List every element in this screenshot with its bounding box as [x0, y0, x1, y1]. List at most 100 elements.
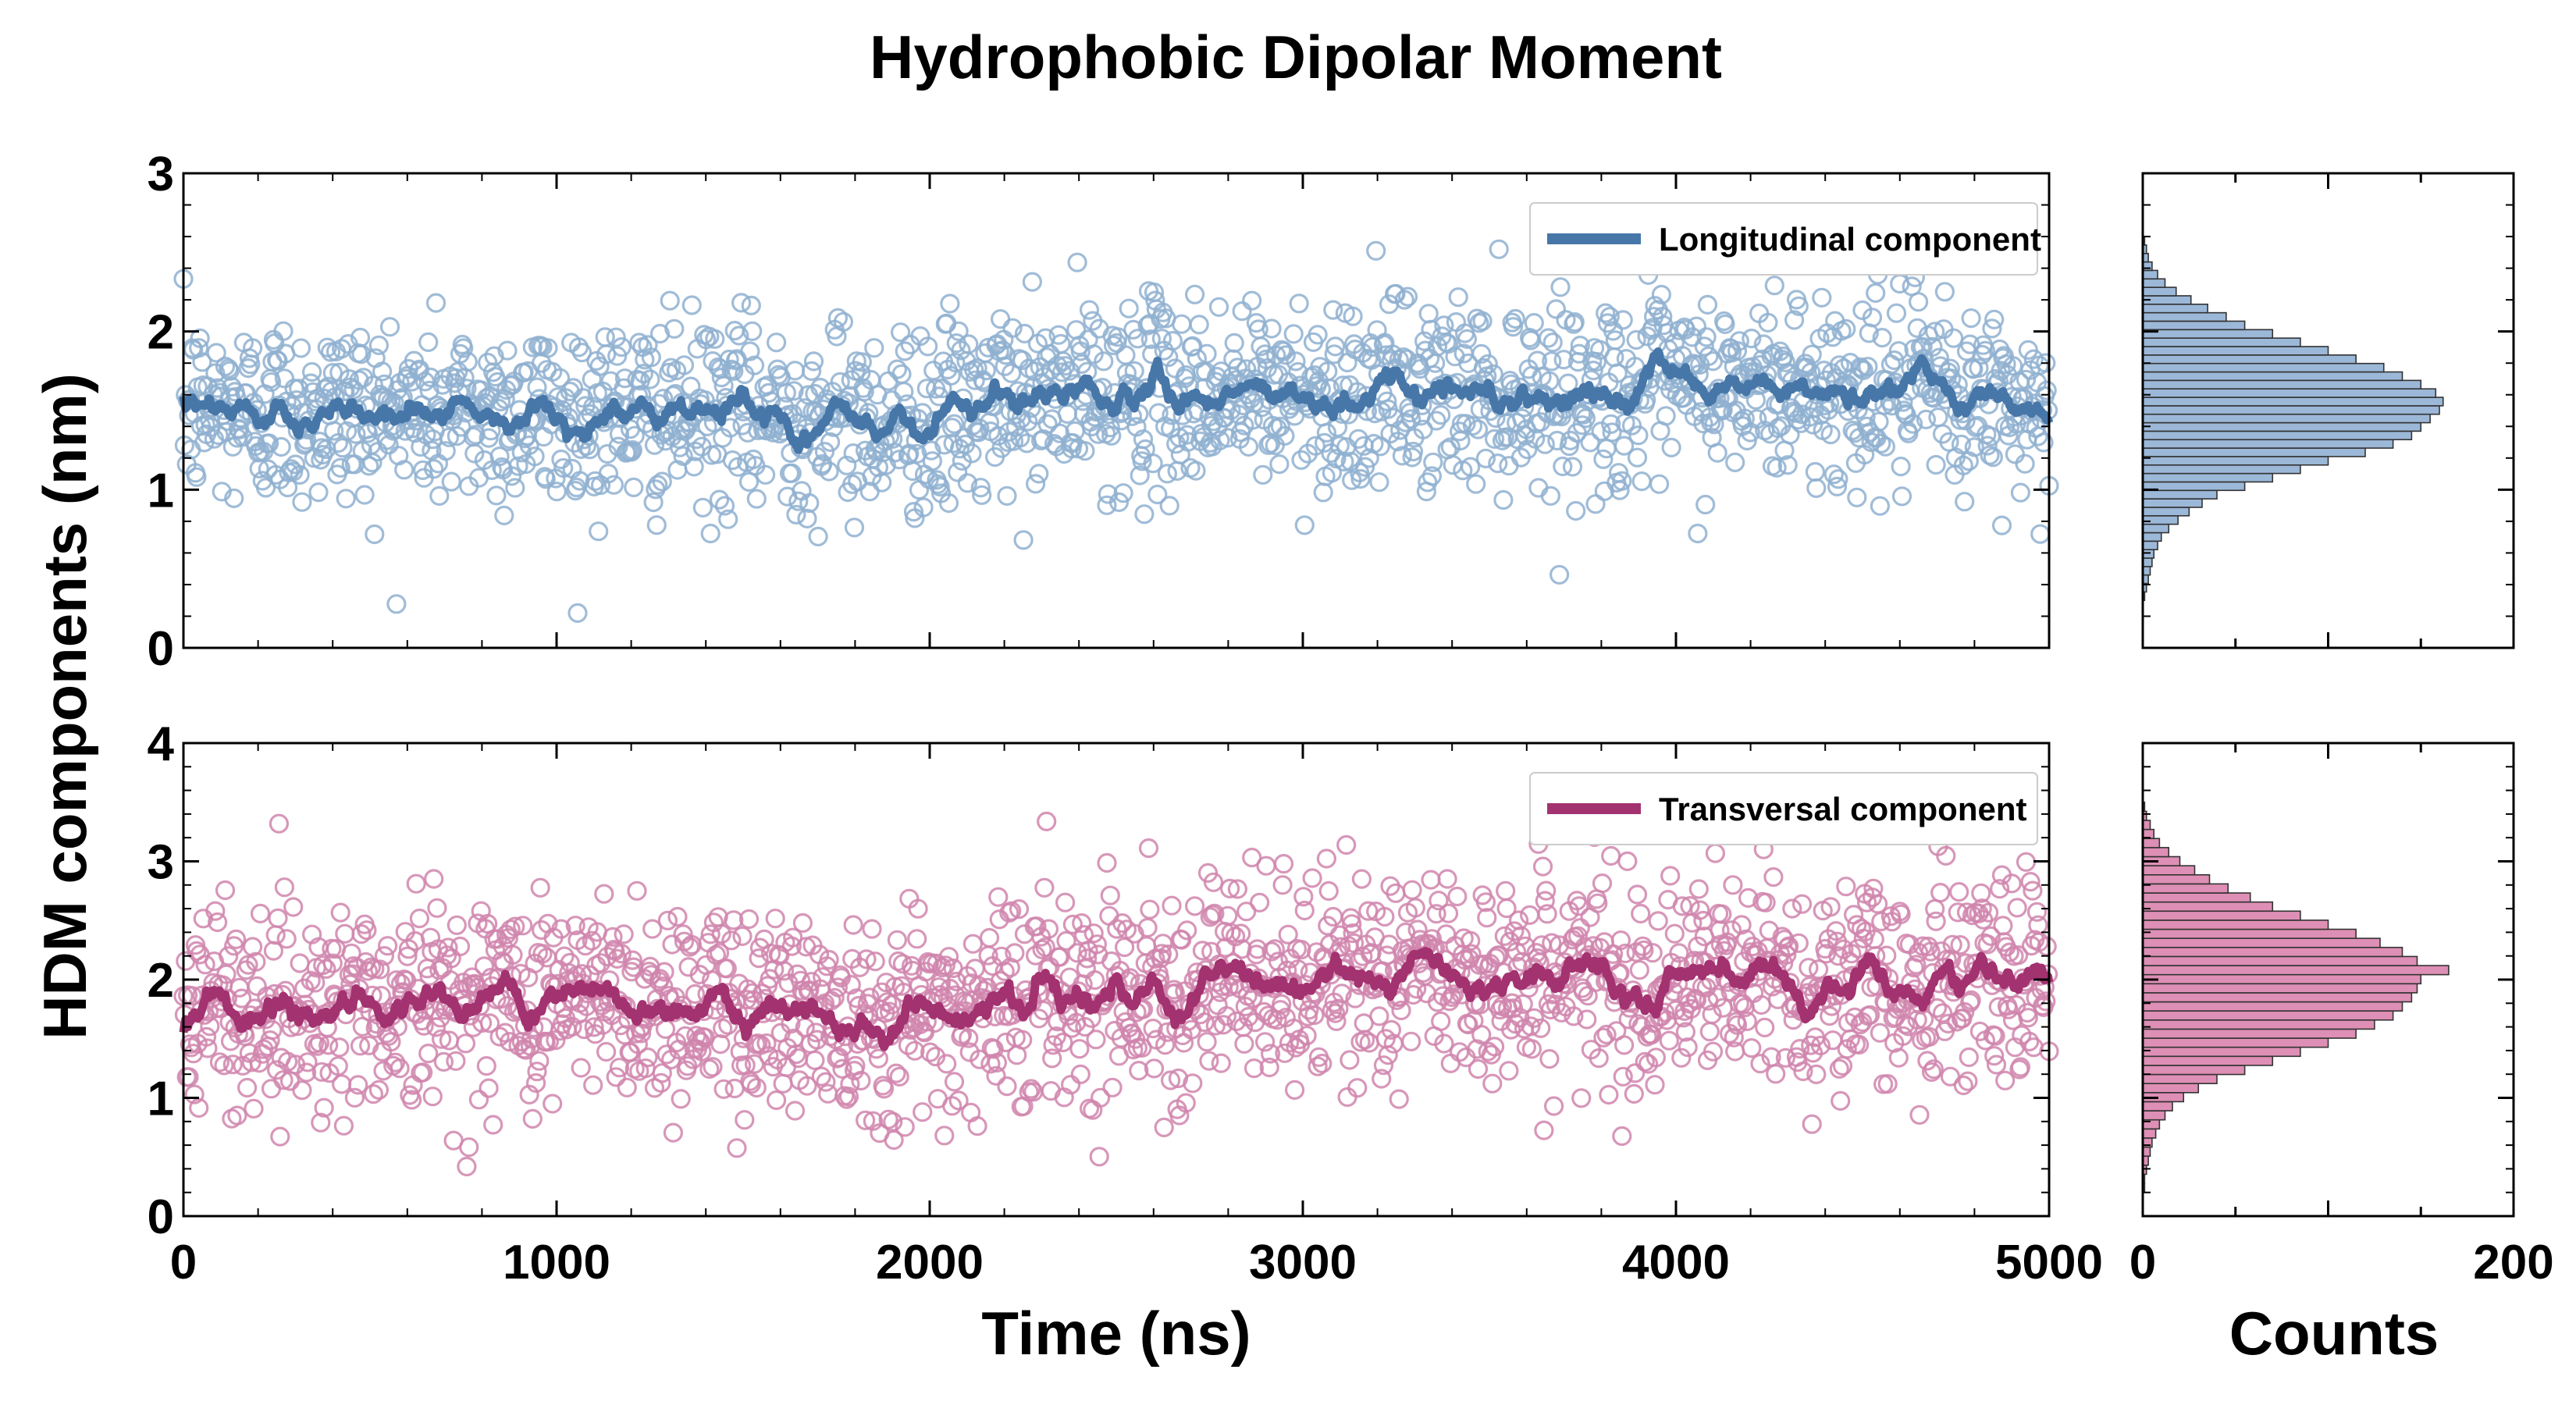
- scatter-point: [729, 325, 749, 346]
- scatter-point: [994, 961, 1015, 982]
- scatter-point: [1227, 879, 1248, 899]
- scatter-point: [1208, 297, 1229, 317]
- scatter-point: [1929, 347, 1949, 368]
- scatter-point: [1197, 1032, 1217, 1052]
- scatter-point: [1437, 869, 1457, 889]
- scatter-point: [1418, 304, 1439, 324]
- scatter-point: [1810, 1035, 1831, 1056]
- scatter-point: [1547, 430, 1567, 451]
- scatter-point: [1294, 515, 1315, 535]
- scatter-point: [328, 1056, 348, 1076]
- scatter-point: [464, 443, 485, 464]
- scatter-point: [1723, 875, 1743, 895]
- scatter-point: [318, 1035, 339, 1055]
- scatter-point: [350, 1036, 371, 1056]
- scatter-point: [700, 523, 720, 544]
- scatter-point: [986, 1065, 1006, 1086]
- scatter-point: [476, 1055, 496, 1076]
- scatter-point: [1187, 348, 1208, 368]
- scatter-point: [957, 473, 978, 493]
- scatter-point: [292, 1080, 312, 1101]
- scatter-point: [624, 477, 644, 498]
- scatter-point: [2016, 369, 2037, 389]
- scatter-point: [1144, 1058, 1165, 1079]
- scatter-point: [1253, 464, 1273, 485]
- scatter-point: [2033, 432, 2054, 453]
- scatter-point: [1686, 990, 1706, 1010]
- scatter-point: [468, 1090, 489, 1110]
- scatter-point: [297, 430, 317, 450]
- scatter-point: [195, 955, 215, 975]
- scatter-point: [1898, 423, 1919, 443]
- scatter-point: [308, 1036, 328, 1056]
- scatter-point: [719, 349, 739, 370]
- scatter-point: [1431, 404, 1451, 425]
- scatter-point: [1438, 903, 1459, 923]
- hist-bar: [2142, 507, 2190, 517]
- scatter-point: [1238, 436, 1259, 457]
- scatter-point: [1875, 436, 1895, 457]
- scatter-point: [709, 489, 730, 510]
- scatter-point: [1634, 940, 1654, 961]
- scatter-point: [1543, 1096, 1564, 1116]
- scatter-point: [1312, 1053, 1332, 1074]
- scatter-point: [706, 944, 726, 965]
- scatter-point: [1499, 1061, 1519, 1081]
- scatter-point: [1347, 1078, 1368, 1098]
- scatter-point: [1468, 419, 1489, 439]
- y-tick-label: 2: [148, 954, 174, 1008]
- scatter-point: [297, 1052, 318, 1072]
- scatter-point: [1189, 315, 1209, 335]
- scatter-point: [1534, 1120, 1554, 1140]
- scatter-point: [1821, 996, 1842, 1016]
- scatter-point: [1343, 923, 1363, 944]
- hist-bar: [2142, 532, 2162, 542]
- scatter-point: [1458, 1014, 1478, 1035]
- running-average-line: [179, 947, 2054, 1051]
- scatter-point: [606, 327, 626, 347]
- scatter-point: [997, 486, 1017, 506]
- scatter-point: [1256, 855, 1276, 876]
- scatter-point: [940, 293, 960, 314]
- scatter-point: [1628, 425, 1649, 446]
- scatter-point: [887, 930, 908, 950]
- scatter-point: [1721, 920, 1742, 941]
- scatter-point: [1242, 847, 1262, 868]
- scatter-point: [1313, 482, 1333, 503]
- scatter-point: [329, 362, 350, 382]
- scatter-point: [1631, 471, 1652, 492]
- scatter-point: [742, 321, 763, 341]
- scatter-point: [1022, 272, 1043, 292]
- scatter-point: [500, 919, 521, 940]
- scatter-point: [1693, 413, 1713, 434]
- scatter-point: [1337, 1087, 1357, 1108]
- scatter-point: [362, 452, 382, 473]
- scatter-point: [808, 526, 828, 547]
- scatter-point: [744, 1054, 765, 1074]
- scatter-point: [2036, 353, 2056, 373]
- scatter-point: [799, 493, 820, 514]
- scatter-point: [614, 368, 635, 389]
- scatter-point: [433, 1051, 454, 1072]
- hist-bar: [2142, 847, 2170, 858]
- scatter-point: [948, 462, 968, 482]
- scatter-point: [1986, 1055, 2007, 1075]
- scatter-point: [930, 476, 950, 497]
- scatter-point: [1305, 436, 1325, 456]
- scatter-point: [1903, 414, 1923, 434]
- scatter-point: [1184, 284, 1205, 304]
- scatter-point: [1283, 324, 1304, 344]
- scatter-point: [1025, 474, 1046, 494]
- scatter-point: [1659, 1030, 1679, 1051]
- scatter-point: [846, 988, 866, 1008]
- hist-bar: [2142, 1037, 2329, 1048]
- scatter-point: [1686, 316, 1706, 336]
- scatter-point: [1323, 300, 1343, 320]
- scatter-point: [1831, 1090, 1851, 1112]
- scatter-point: [1871, 911, 1891, 932]
- scatter-point: [785, 361, 806, 381]
- scatter-point: [1259, 1057, 1279, 1078]
- scatter-point: [479, 1078, 499, 1098]
- scatter-point: [1340, 1050, 1360, 1070]
- scatter-point: [418, 332, 439, 352]
